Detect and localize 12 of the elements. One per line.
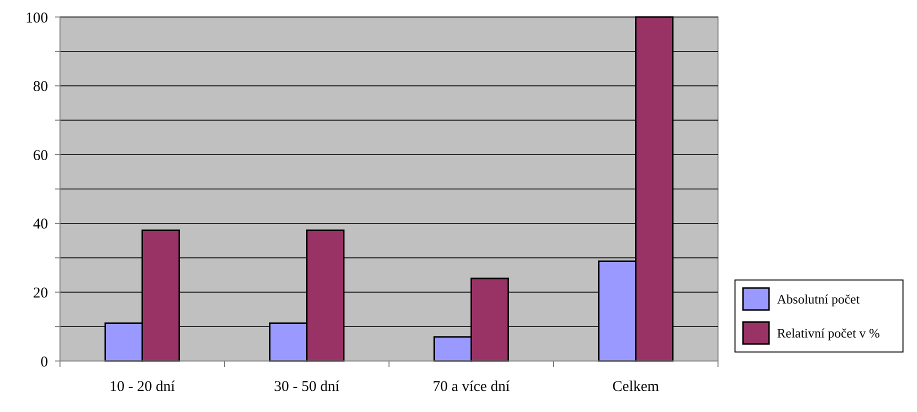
legend-label: Absolutní počet — [777, 292, 860, 307]
y-tick-label: 80 — [33, 79, 48, 96]
y-tick-label: 20 — [33, 285, 48, 302]
y-tick-label: 40 — [33, 216, 48, 233]
x-tick-label: 30 - 50 dní — [274, 379, 340, 395]
x-tick-label: Celkem — [612, 379, 660, 395]
y-tick-label: 0 — [40, 354, 48, 370]
x-tick-label: 10 - 20 dní — [110, 379, 176, 395]
y-tick-label: 60 — [33, 148, 48, 164]
x-tick-label: 70 a více dní — [432, 379, 511, 395]
y-tick-label: 100 — [26, 10, 48, 26]
legend-label: Relativní počet v % — [777, 326, 880, 341]
